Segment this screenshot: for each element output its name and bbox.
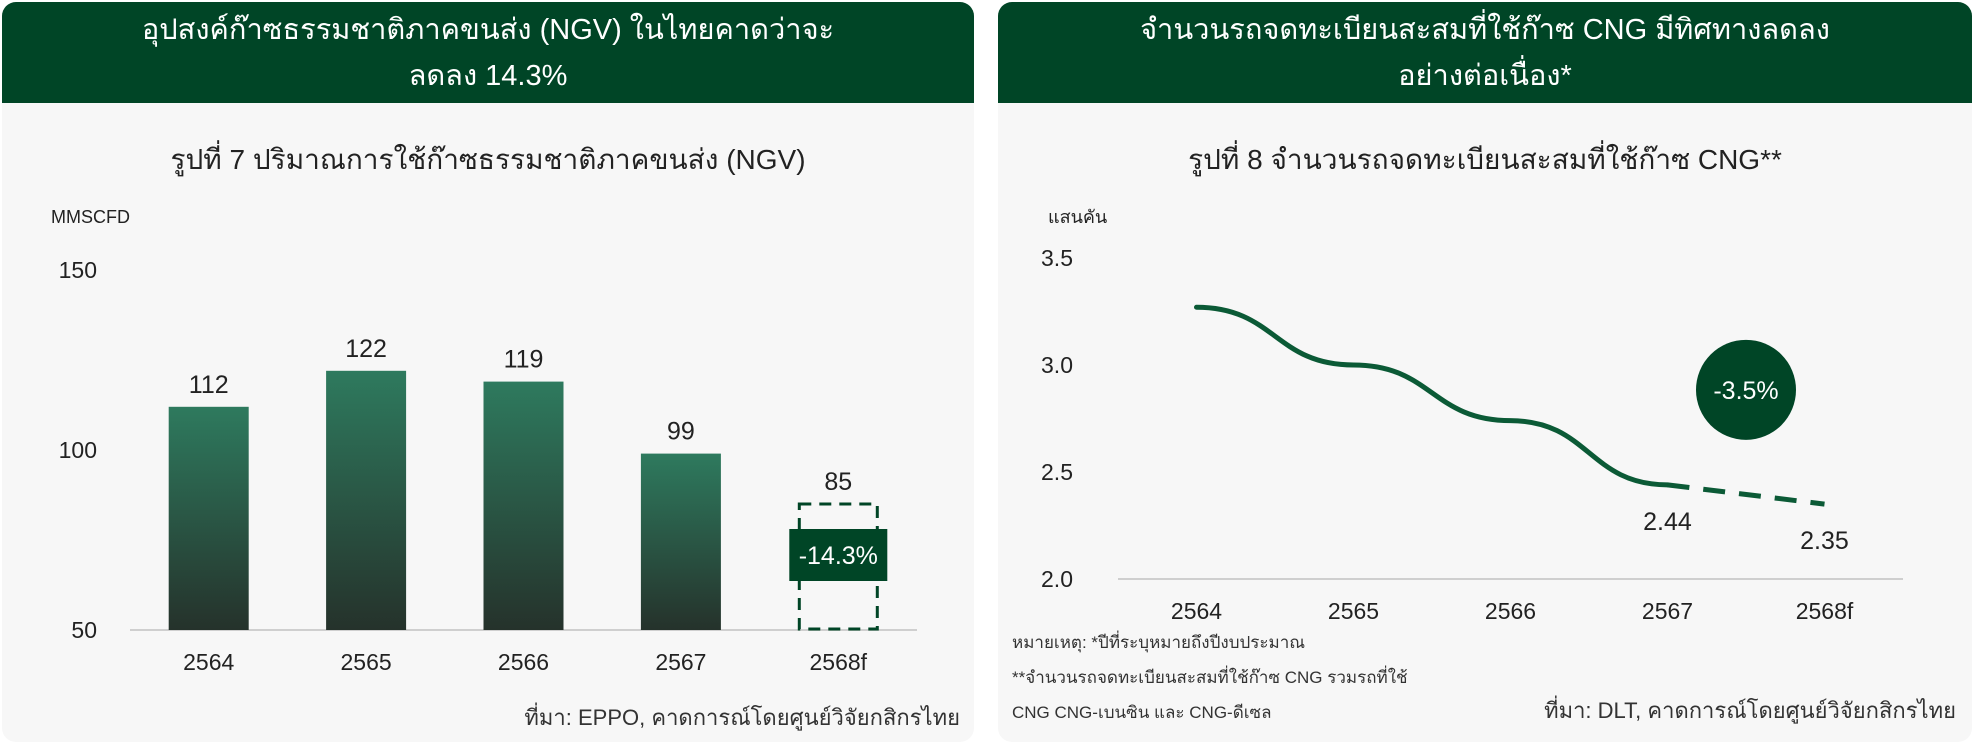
line-x-tick-label: 2566 [1485, 598, 1536, 624]
bar-chart: รูปที่ 7 ปริมาณการใช้ก๊าซธรรมชาติภาคขนส่… [51, 140, 960, 731]
bar-y-tick-label: 100 [59, 437, 97, 463]
bar-change-label: -14.3% [799, 542, 878, 570]
line-y-tick-label: 2.0 [1041, 566, 1073, 592]
bar-y-tick-label: 150 [59, 257, 97, 283]
bar-chart-y-axis: 50 100 150 [59, 257, 97, 643]
bar-y-tick-label: 50 [71, 617, 97, 643]
line-x-tick-label: 2564 [1171, 598, 1222, 624]
line-value-label: 2.44 [1643, 508, 1692, 536]
bar-value-label: 112 [189, 371, 229, 399]
note-2: **จำนวนรถจดทะเบียนสะสมที่ใช้ก๊าซ CNG รวม… [1012, 665, 1408, 687]
line-y-tick-label: 3.5 [1041, 245, 1073, 271]
bar-2565 [326, 370, 407, 630]
bar-2566 [483, 381, 564, 630]
line-x-tick-label: 2567 [1642, 598, 1693, 624]
line-change-label: -3.5% [1713, 377, 1778, 405]
left-panel-header: อุปสงค์ก๊าซธรรมชาติภาคขนส่ง (NGV) ในไทยค… [2, 2, 974, 103]
left-header-text: อุปสงค์ก๊าซธรรมชาติภาคขนส่ง (NGV) ในไทยค… [141, 13, 835, 92]
bar-x-tick-label: 2565 [341, 649, 392, 675]
line-series-forecast [1667, 482, 1825, 507]
line-value-label: 2.35 [1800, 527, 1849, 555]
line-chart-x-axis: 2564 2565 2566 2567 2568f [1171, 598, 1854, 624]
bar-x-tick-label: 2566 [498, 649, 549, 675]
line-chart-y-unit: แสนคัน [1048, 207, 1107, 227]
right-header-text: จำนวนรถจดทะเบียนสะสมที่ใช้ก๊าซ CNG มีทิศ… [1140, 13, 1830, 92]
line-change-badge [1696, 339, 1796, 440]
right-panel: จำนวนรถจดทะเบียนสะสมที่ใช้ก๊าซ CNG มีทิศ… [998, 2, 1972, 742]
line-chart-series: 2.44 2.35 -3.5% [1194, 304, 1849, 555]
line-chart: รูปที่ 8 จำนวนรถจดทะเบียนสะสมที่ใช้ก๊าซ … [1012, 140, 1956, 724]
bar-2564 [168, 406, 249, 630]
line-x-tick-label: 2565 [1328, 598, 1379, 624]
line-chart-title: รูปที่ 8 จำนวนรถจดทะเบียนสะสมที่ใช้ก๊าซ … [1188, 140, 1782, 177]
bar-change-badge [789, 529, 888, 581]
left-panel: อุปสงค์ก๊าซธรรมชาติภาคขนส่ง (NGV) ในไทยค… [2, 2, 974, 742]
bar-value-label: 119 [504, 346, 544, 374]
bar-2567 [640, 453, 721, 630]
bar-value-label: 99 [667, 418, 695, 446]
line-x-tick-label: 2568f [1796, 598, 1854, 624]
bar-value-label: 122 [345, 335, 387, 363]
line-series-actual [1194, 304, 1670, 488]
bar-chart-y-unit: MMSCFD [51, 207, 130, 227]
bar-value-label: 85 [824, 468, 852, 496]
right-source: ที่มา: DLT, คาดการณ์โดยศูนย์วิจัยกสิกรไท… [1544, 695, 1956, 724]
line-y-tick-label: 3.0 [1041, 352, 1073, 378]
bar-x-tick-label: 2564 [183, 649, 234, 675]
right-panel-header: จำนวนรถจดทะเบียนสะสมที่ใช้ก๊าซ CNG มีทิศ… [998, 2, 1972, 103]
bar-x-tick-label: 2567 [655, 649, 706, 675]
bar-chart-title: รูปที่ 7 ปริมาณการใช้ก๊าซธรรมชาติภาคขนส่… [170, 140, 805, 177]
note-1: หมายเหตุ: *ปีที่ระบุหมายถึงปีงบประมาณ [1012, 630, 1305, 653]
bar-chart-bars: 112 122 119 99 -14.3% 85 [168, 335, 888, 631]
line-y-tick-label: 2.5 [1041, 459, 1073, 485]
line-chart-y-axis: 2.0 2.5 3.0 3.5 [1041, 245, 1073, 592]
bar-x-tick-label: 2568f [810, 649, 868, 675]
note-3: CNG CNG-เบนซิน และ CNG-ดีเซล [1012, 703, 1272, 722]
left-source: ที่มา: EPPO, คาดการณ์โดยศูนย์วิจัยกสิกรไ… [524, 702, 960, 731]
bar-chart-x-axis: 2564 2565 2566 2567 2568f [183, 649, 868, 675]
